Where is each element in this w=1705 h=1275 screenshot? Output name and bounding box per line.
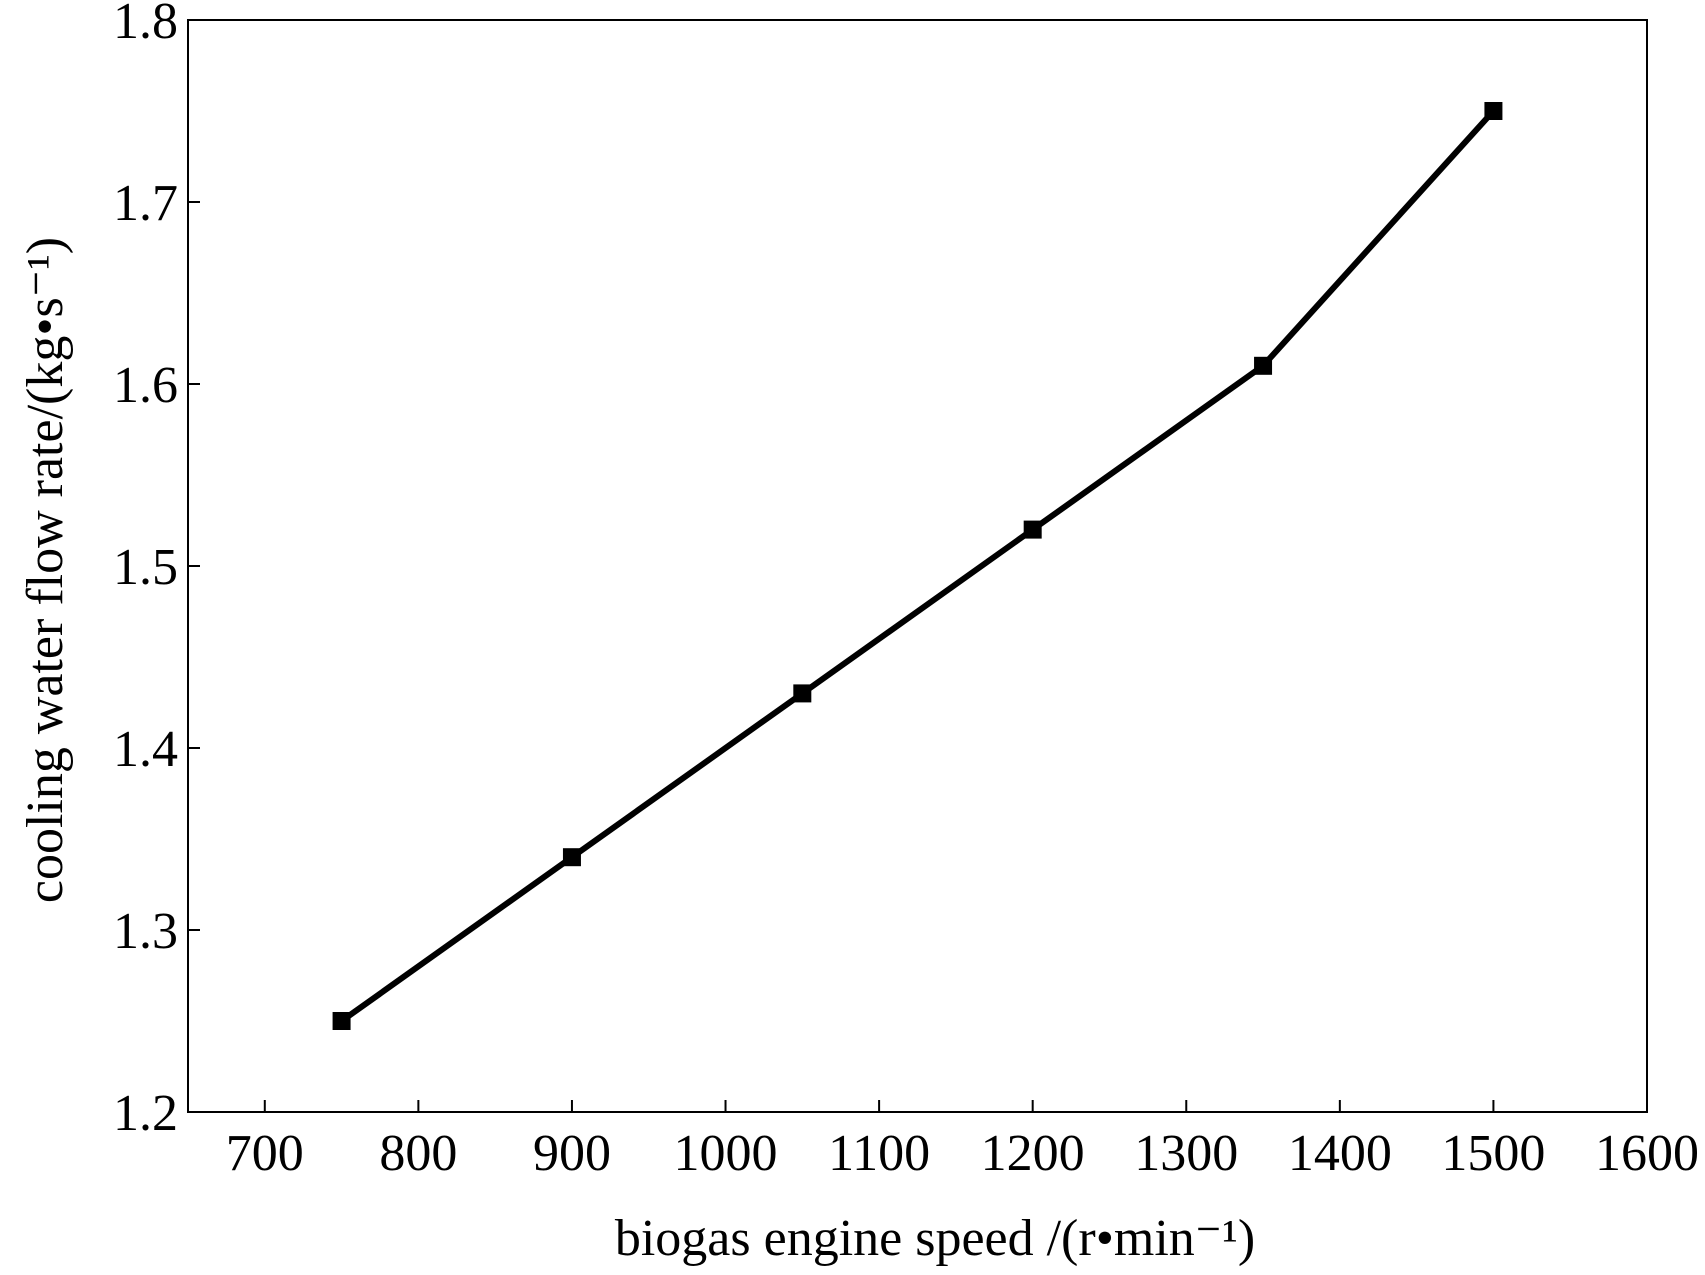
x-tick-label: 1200 [981, 1125, 1085, 1182]
data-point [1484, 102, 1503, 120]
y-tick-label: 1.8 [113, 0, 178, 50]
x-tick-label: 1000 [674, 1125, 778, 1182]
x-tick-label: 1400 [1288, 1125, 1392, 1182]
x-tick-label: 900 [533, 1125, 611, 1182]
x-tick-label: 1100 [828, 1125, 930, 1182]
y-tick-label: 1.6 [113, 357, 178, 414]
y-tick-label: 1.5 [113, 539, 178, 596]
y-tick-label: 1.2 [113, 1085, 178, 1142]
x-tick-label: 1300 [1134, 1125, 1238, 1182]
data-point [793, 684, 812, 703]
x-tick-label: 1600 [1595, 1125, 1699, 1182]
data-point [1023, 520, 1042, 539]
data-point [562, 848, 581, 867]
x-tick-label: 700 [226, 1125, 304, 1182]
data-point [332, 1012, 351, 1030]
x-tick-label: 1500 [1441, 1125, 1545, 1182]
y-tick-label: 1.7 [113, 175, 178, 232]
y-tick-label: 1.4 [113, 721, 178, 778]
y-axis-label: cooling water flow rate/(kg•s⁻¹) [17, 237, 74, 903]
y-tick-label: 1.3 [113, 903, 178, 960]
data-point [1254, 356, 1273, 375]
x-tick-label: 800 [379, 1125, 457, 1182]
data-line [339, 108, 1496, 1024]
x-axis-label: biogas engine speed /(r•min⁻¹) [615, 1210, 1255, 1267]
